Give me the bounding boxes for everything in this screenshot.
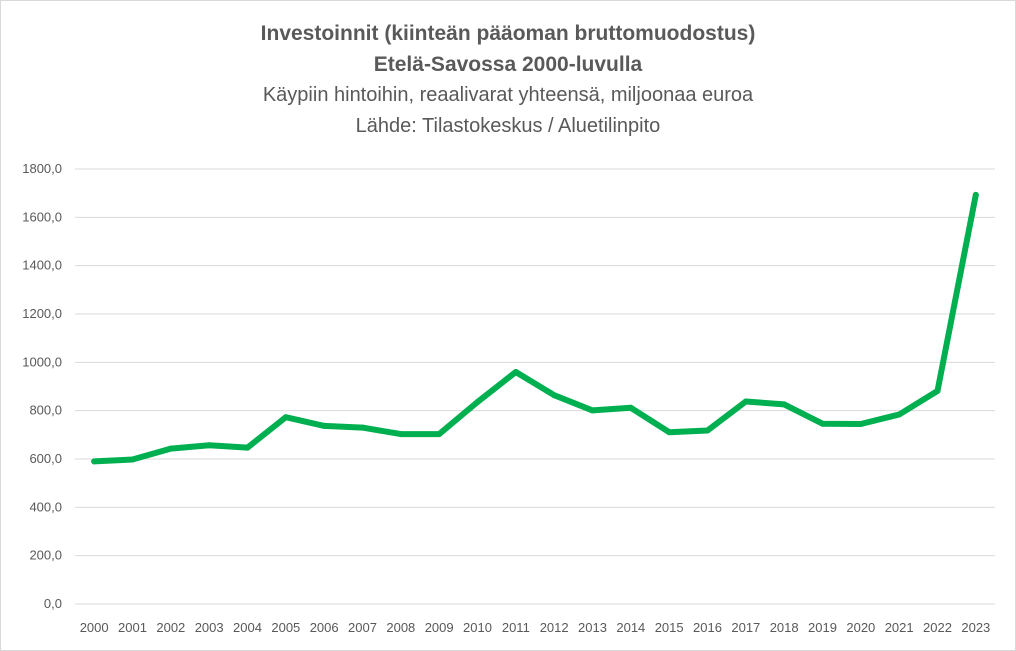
data-point xyxy=(857,420,864,427)
data-point xyxy=(627,404,634,411)
chart-subtitle-line-2: Lähde: Tilastokeskus / Aluetilinpito xyxy=(355,115,661,137)
x-tick-label: 2012 xyxy=(540,620,569,635)
x-tick-label: 2008 xyxy=(386,620,415,635)
x-tick-label: 2013 xyxy=(578,620,607,635)
data-point xyxy=(589,407,596,414)
data-point xyxy=(91,458,98,465)
y-tick-label: 1800,0 xyxy=(22,161,62,176)
data-point xyxy=(742,398,749,405)
chart-title-line-1: Investoinnit (kiinteän pääoman bruttomuo… xyxy=(260,22,756,45)
x-tick-label: 2003 xyxy=(195,620,224,635)
x-axis-ticks: 2000 2001 2002 2003 2004 2005 2006 2007 2008 2009… xyxy=(80,620,991,635)
y-tick-label: 1000,0 xyxy=(22,354,62,369)
data-point xyxy=(282,414,289,421)
x-tick-label: 2001 xyxy=(118,620,147,635)
y-tick-label: 200,0 xyxy=(29,548,62,563)
x-tick-label: 2000 xyxy=(80,620,109,635)
data-point xyxy=(359,424,366,431)
y-tick-label: 0,0 xyxy=(44,596,62,611)
y-tick-label: 400,0 xyxy=(29,499,62,514)
data-point xyxy=(512,369,519,375)
x-tick-label: 2019 xyxy=(808,620,837,635)
x-tick-label: 2020 xyxy=(846,620,875,635)
y-axis-ticks: 0,0 200,0 400,0 600,0 800,0 1000,0 1200,0 1400,… xyxy=(22,161,62,611)
data-point xyxy=(666,429,673,436)
x-tick-label: 2004 xyxy=(233,620,262,635)
y-tick-label: 1600,0 xyxy=(22,209,62,224)
x-tick-label: 2006 xyxy=(310,620,339,635)
chart-title-line-2: Etelä-Savossa 2000-luvulla xyxy=(373,53,643,76)
series-layer xyxy=(91,191,979,465)
x-tick-label: 2009 xyxy=(425,620,454,635)
x-tick-label: 2010 xyxy=(463,620,492,635)
data-point xyxy=(704,427,711,434)
data-point xyxy=(972,191,979,198)
data-point xyxy=(896,411,903,418)
data-point xyxy=(436,431,443,438)
chart-titles: Investoinnit (kiinteän pääoman bruttomuo… xyxy=(0,18,1016,142)
x-tick-label: 2002 xyxy=(156,620,185,635)
x-tick-label: 2016 xyxy=(693,620,722,635)
gridlines xyxy=(75,168,995,605)
data-point xyxy=(244,444,251,451)
x-tick-label: 2018 xyxy=(770,620,799,635)
x-tick-label: 2023 xyxy=(961,620,990,635)
y-tick-label: 800,0 xyxy=(29,403,62,418)
chart-subtitle-line-1: Käypiin hintoihin, reaalivarat yhteensä,… xyxy=(262,84,754,106)
data-point xyxy=(397,431,404,438)
x-tick-label: 2022 xyxy=(923,620,952,635)
series-line xyxy=(91,191,979,465)
x-tick-label: 2007 xyxy=(348,620,377,635)
data-point xyxy=(129,456,136,463)
x-tick-label: 2017 xyxy=(731,620,760,635)
x-tick-label: 2005 xyxy=(271,620,300,635)
data-point xyxy=(551,392,558,399)
x-tick-label: 2011 xyxy=(502,620,530,635)
data-point xyxy=(781,401,788,408)
data-point xyxy=(206,442,213,449)
data-point xyxy=(934,387,941,394)
data-point xyxy=(321,422,328,429)
y-tick-label: 1400,0 xyxy=(22,258,62,273)
y-tick-label: 600,0 xyxy=(29,451,62,466)
x-tick-label: 2015 xyxy=(655,620,684,635)
y-tick-label: 1200,0 xyxy=(22,306,62,321)
x-tick-label: 2014 xyxy=(616,620,645,635)
data-point xyxy=(474,398,481,405)
x-tick-label: 2021 xyxy=(885,620,914,635)
data-point xyxy=(819,420,826,427)
data-point xyxy=(167,445,174,452)
